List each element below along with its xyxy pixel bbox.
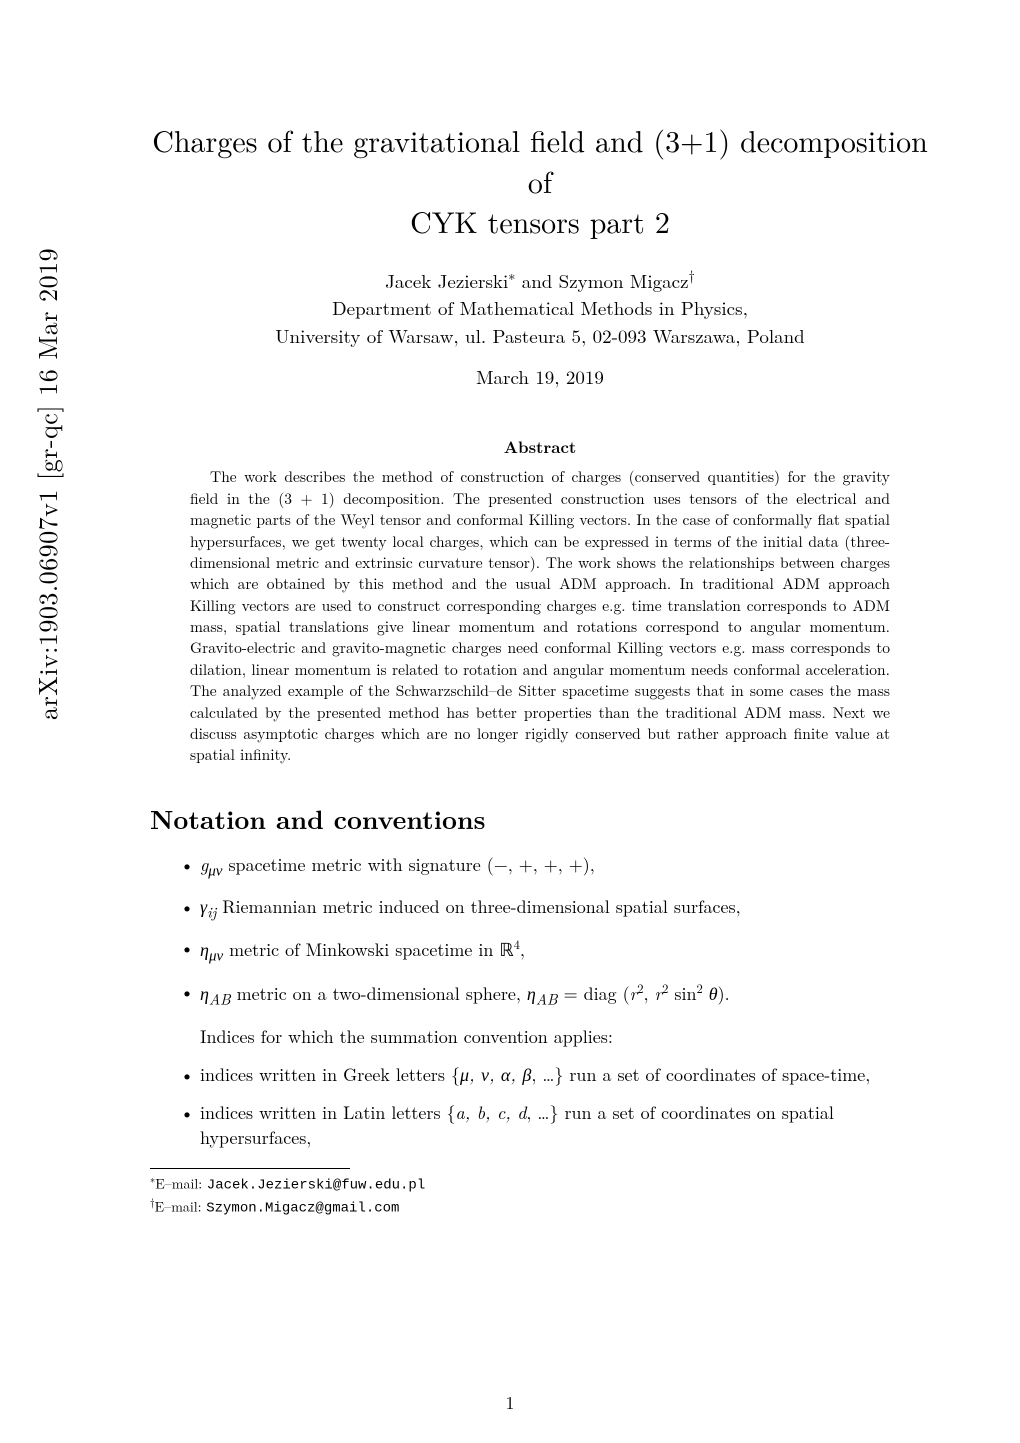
footnote-1: ∗E–mail: Jacek.Jezierski@fuw.edu.pl bbox=[150, 1173, 930, 1196]
list-item: indices written in Greek letters {μ, ν, … bbox=[180, 1063, 930, 1087]
abstract-body: The work describes the method of constru… bbox=[190, 466, 890, 765]
footnote-2: †E–mail: Szymon.Migacz@gmail.com bbox=[150, 1196, 930, 1219]
authors-block: Jacek Jezierski∗ and Szymon Migacz† Depa… bbox=[150, 266, 930, 350]
indices-list: indices written in Greek letters {μ, ν, … bbox=[180, 1063, 930, 1150]
list-item: gμν spacetime metric with signature (−, … bbox=[180, 853, 930, 881]
notation-list: gμν spacetime metric with signature (−, … bbox=[180, 853, 930, 1010]
list-item: γij Riemannian metric induced on three-d… bbox=[180, 895, 930, 923]
abstract-heading: Abstract bbox=[150, 434, 930, 458]
footnote-rule bbox=[150, 1168, 350, 1169]
list-item: ημν metric of Minkowski spacetime in ℝ4, bbox=[180, 936, 930, 966]
list-item: ηAB metric on a two-dimensional sphere, … bbox=[180, 980, 930, 1010]
arxiv-stamp: arXiv:1903.06907v1 [gr-qc] 16 Mar 2019 bbox=[28, 248, 65, 720]
paper-content: Charges of the gravitational field and (… bbox=[150, 120, 930, 1218]
indices-intro: Indices for which the summation conventi… bbox=[180, 1024, 930, 1049]
authors-line-1: Jacek Jezierski∗ and Szymon Migacz† bbox=[385, 267, 695, 294]
authors-line-3: University of Warsaw, ul. Pasteura 5, 02… bbox=[275, 322, 804, 349]
authors-line-2: Department of Mathematical Methods in Ph… bbox=[332, 294, 748, 321]
title-line-1: Charges of the gravitational field and (… bbox=[152, 118, 928, 202]
paper-date: March 19, 2019 bbox=[150, 363, 930, 390]
title-line-2: CYK tensors part 2 bbox=[410, 199, 670, 242]
page-number: 1 bbox=[0, 1390, 1020, 1415]
paper-title: Charges of the gravitational field and (… bbox=[150, 120, 930, 242]
list-item: indices written in Latin letters {a, b, … bbox=[180, 1101, 930, 1150]
section-heading-notation: Notation and conventions bbox=[150, 800, 930, 837]
